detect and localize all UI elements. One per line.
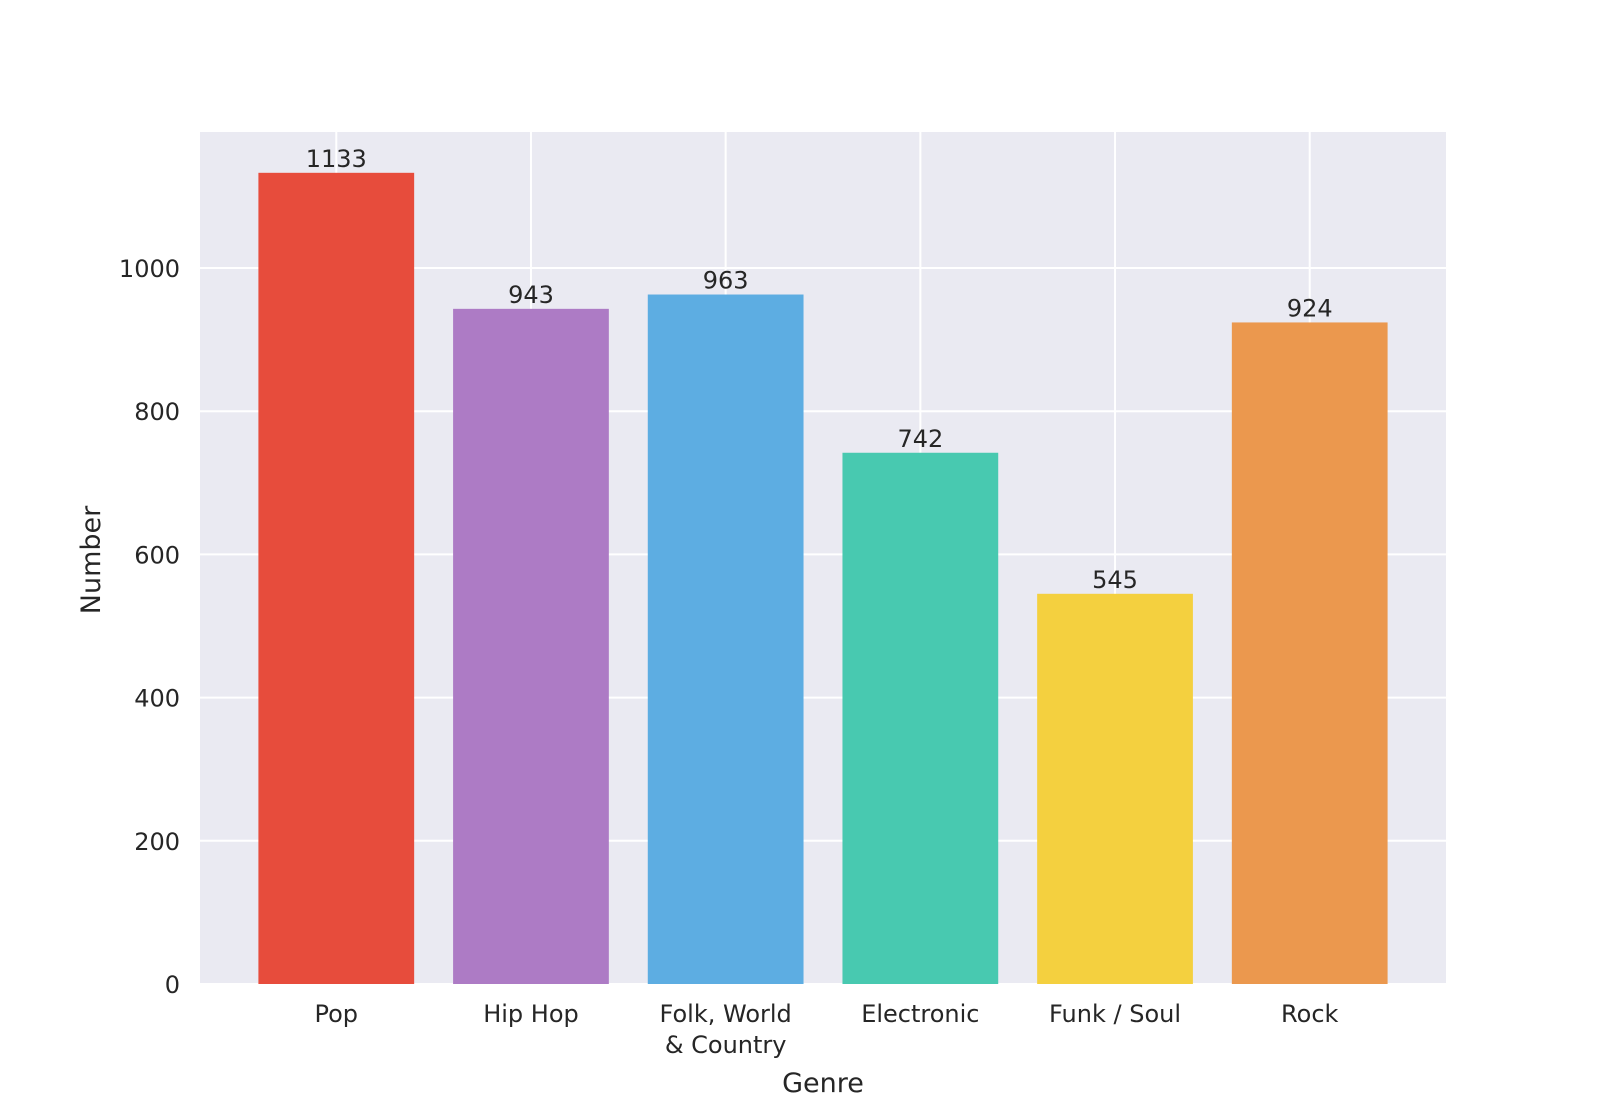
y-tick-label: 600 — [134, 541, 180, 569]
x-tick-label: Pop — [315, 1000, 359, 1028]
bar-value-labels: 1133 943 963 742 545 924 — [306, 145, 1333, 594]
bar-value-label: 943 — [508, 281, 554, 309]
x-tick-label: Folk, World & Country — [660, 1000, 792, 1059]
x-tick-label: Rock — [1281, 1000, 1338, 1028]
bar — [1231, 322, 1388, 985]
y-tick-label: 800 — [134, 398, 180, 426]
x-axis-ticks: Pop Hip Hop Folk, World & Country Electronic… — [315, 1000, 1339, 1059]
bar-value-label: 742 — [897, 425, 943, 453]
bars — [258, 172, 1388, 985]
bar — [647, 294, 804, 984]
y-axis-label: Number — [76, 505, 107, 614]
x-tick-label: Hip Hop — [483, 1000, 579, 1028]
y-tick-label: 200 — [134, 828, 180, 856]
bar-value-label: 1133 — [306, 145, 367, 173]
bar — [1037, 593, 1193, 984]
y-tick-label: 1000 — [119, 255, 180, 283]
x-tick-label: Electronic — [861, 1000, 979, 1028]
y-axis-ticks: 0 200 400 600 800 1000 — [119, 255, 180, 999]
bar-value-label: 545 — [1092, 566, 1138, 594]
bar-value-label: 963 — [703, 267, 749, 295]
bar-value-label: 924 — [1287, 294, 1333, 322]
y-tick-label: 0 — [165, 971, 180, 999]
x-axis-label: Genre — [782, 1068, 864, 1099]
x-tick-label: Funk / Soul — [1049, 1000, 1181, 1028]
y-tick-label: 400 — [134, 685, 180, 713]
bar — [842, 452, 999, 984]
bar — [258, 172, 415, 985]
bar — [453, 308, 609, 984]
